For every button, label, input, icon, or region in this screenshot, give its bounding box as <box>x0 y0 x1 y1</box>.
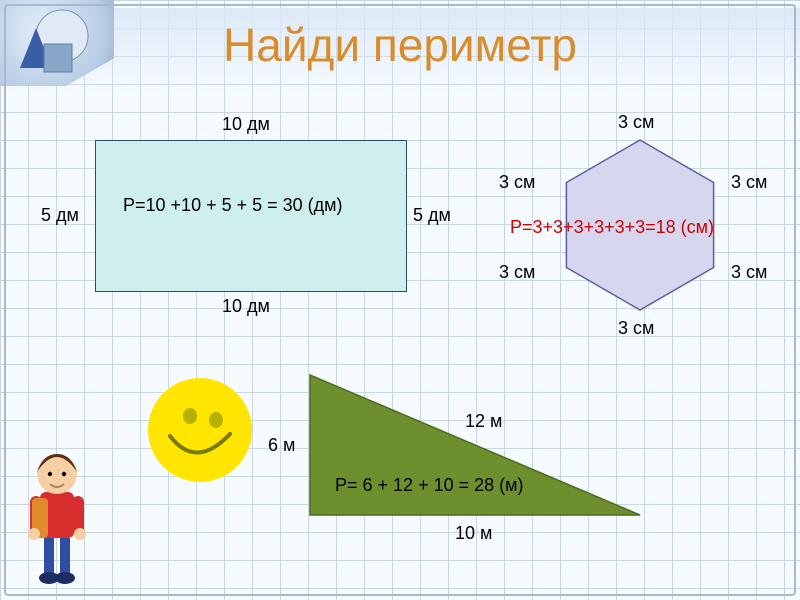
hex-label-top-right: 3 см <box>731 172 767 193</box>
tri-label-hyp: 12 м <box>465 411 502 432</box>
rect-label-right: 5 дм <box>413 205 451 226</box>
hex-label-top-left: 3 см <box>499 172 535 193</box>
hex-label-top: 3 см <box>618 112 654 133</box>
slide-title: Найди периметр <box>223 18 577 72</box>
logo-icon <box>0 0 110 82</box>
tri-label-left: 6 м <box>268 435 295 456</box>
rectangle-shape <box>95 140 407 292</box>
rect-label-top: 10 дм <box>222 114 270 135</box>
triangle-formula: P= 6 + 12 + 10 = 28 (м) <box>335 475 524 496</box>
hex-label-bottom: 3 см <box>618 318 654 339</box>
smiley-icon <box>144 374 256 486</box>
hexagon-formula: P=3+3+3+3+3+3=18 (см) <box>510 217 714 238</box>
title-bar: Найди периметр <box>0 8 800 94</box>
hex-label-bottom-right: 3 см <box>731 262 767 283</box>
rect-label-bottom: 10 дм <box>222 296 270 317</box>
rectangle-formula: P=10 +10 + 5 + 5 = 30 (дм) <box>123 195 343 216</box>
boy-icon <box>10 430 110 590</box>
slide: Найди периметр P=10 +10 + 5 + 5 = 30 (дм… <box>0 0 800 600</box>
tri-label-bottom: 10 м <box>455 523 492 544</box>
hex-label-bottom-left: 3 см <box>499 262 535 283</box>
rect-label-left: 5 дм <box>41 205 79 226</box>
